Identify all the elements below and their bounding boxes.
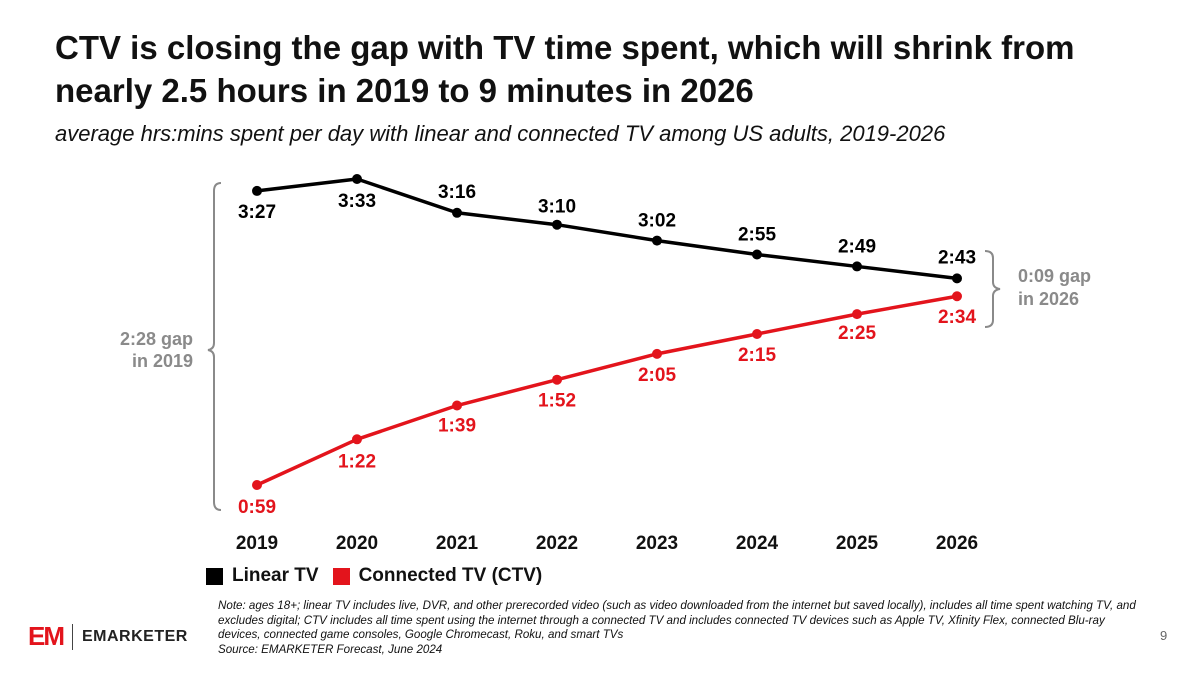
data-point-linear-2025: [852, 261, 862, 272]
source-text: Source: EMARKETER Forecast, June 2024: [218, 642, 443, 656]
line-chart: 2019 2020 2021 2022 2023 2024 2025 2026 3:27 3:33…: [120, 174, 1091, 554]
legend-swatch-ctv: [332, 567, 350, 585]
data-label-ctv-2022: 1:52: [538, 391, 576, 412]
data-label-ctv-2026: 2:34: [938, 307, 976, 328]
data-point-linear-2024: [752, 249, 762, 260]
data-point-linear-2019: [252, 185, 262, 196]
legend-swatch-linear: [206, 567, 223, 585]
x-tick-label-2019: 2019: [236, 533, 278, 554]
gap-brace-2026: [984, 250, 1001, 328]
page-title: CTV is closing the gap with TV time spen…: [55, 29, 1075, 109]
data-label-linear-2025: 2:49: [838, 236, 876, 257]
logo-mark: EM: [28, 621, 65, 651]
data-point-ctv-2019: [252, 480, 262, 490]
x-tick-label-2026: 2026: [936, 533, 978, 554]
x-tick-label-2022: 2022: [536, 533, 578, 554]
chart-legend: Linear TV Connected TV (CTV): [206, 565, 556, 587]
logo-divider: [72, 623, 73, 650]
x-tick-label-2021: 2021: [436, 533, 479, 554]
x-tick-label-2020: 2020: [336, 533, 378, 554]
data-label-ctv-2025: 2:25: [838, 323, 876, 344]
data-label-linear-2023: 3:02: [638, 211, 676, 232]
data-label-linear-2026: 2:43: [938, 247, 976, 268]
emarketer-logo: EM EMARKETER: [28, 621, 188, 652]
data-point-ctv-2025: [852, 309, 862, 320]
page-subtitle: average hrs:mins spent per day with line…: [55, 121, 946, 146]
data-point-ctv-2020: [352, 434, 362, 445]
gap-label-2026-line2: in 2026: [1018, 289, 1079, 309]
data-point-linear-2023: [652, 235, 662, 246]
logo-wordmark: EMARKETER: [82, 627, 188, 645]
footnote: Note: ages 18+; linear TV includes live,…: [218, 599, 1143, 657]
x-tick-label-2025: 2025: [836, 533, 879, 554]
data-label-linear-2024: 2:55: [738, 225, 776, 246]
series-line-ctv: [256, 294, 958, 487]
data-point-ctv-2022: [552, 374, 562, 385]
series-line-linear: [256, 177, 958, 281]
x-tick-label-2023: 2023: [636, 533, 678, 554]
data-label-ctv-2023: 2:05: [638, 365, 676, 386]
footnote-text: Note: ages 18+; linear TV includes live,…: [218, 599, 1136, 642]
data-label-ctv-2024: 2:15: [738, 345, 776, 366]
data-label-linear-2020: 3:33: [338, 191, 376, 212]
gap-label-2019-line2: in 2019: [132, 351, 193, 371]
gap-label-2019-line1: 2:28 gap: [120, 329, 193, 349]
gap-brace-2019: [207, 182, 222, 511]
gap-label-2026-line1: 0:09 gap: [1018, 266, 1091, 286]
data-point-ctv-2024: [752, 328, 762, 339]
data-label-ctv-2021: 1:39: [438, 416, 476, 437]
page-number: 9: [1160, 628, 1168, 643]
data-point-ctv-2021: [452, 400, 462, 411]
x-tick-label-2024: 2024: [736, 533, 779, 554]
data-label-linear-2021: 3:16: [438, 182, 476, 203]
data-label-ctv-2019: 0:59: [238, 497, 276, 518]
legend-label-ctv: Connected TV (CTV): [358, 565, 543, 586]
data-label-ctv-2020: 1:22: [338, 451, 376, 472]
legend-item-ctv: Connected TV (CTV): [332, 565, 543, 587]
data-point-linear-2022: [552, 219, 562, 230]
legend-label-linear: Linear TV: [232, 565, 319, 586]
data-point-linear-2020: [352, 174, 362, 184]
data-point-ctv-2026: [952, 291, 962, 302]
data-label-linear-2022: 3:10: [538, 197, 576, 218]
data-point-ctv-2023: [652, 348, 662, 359]
legend-item-linear: Linear TV: [206, 565, 319, 587]
data-point-linear-2026: [952, 273, 962, 284]
data-label-linear-2019: 3:27: [238, 202, 276, 223]
data-point-linear-2021: [452, 207, 462, 218]
